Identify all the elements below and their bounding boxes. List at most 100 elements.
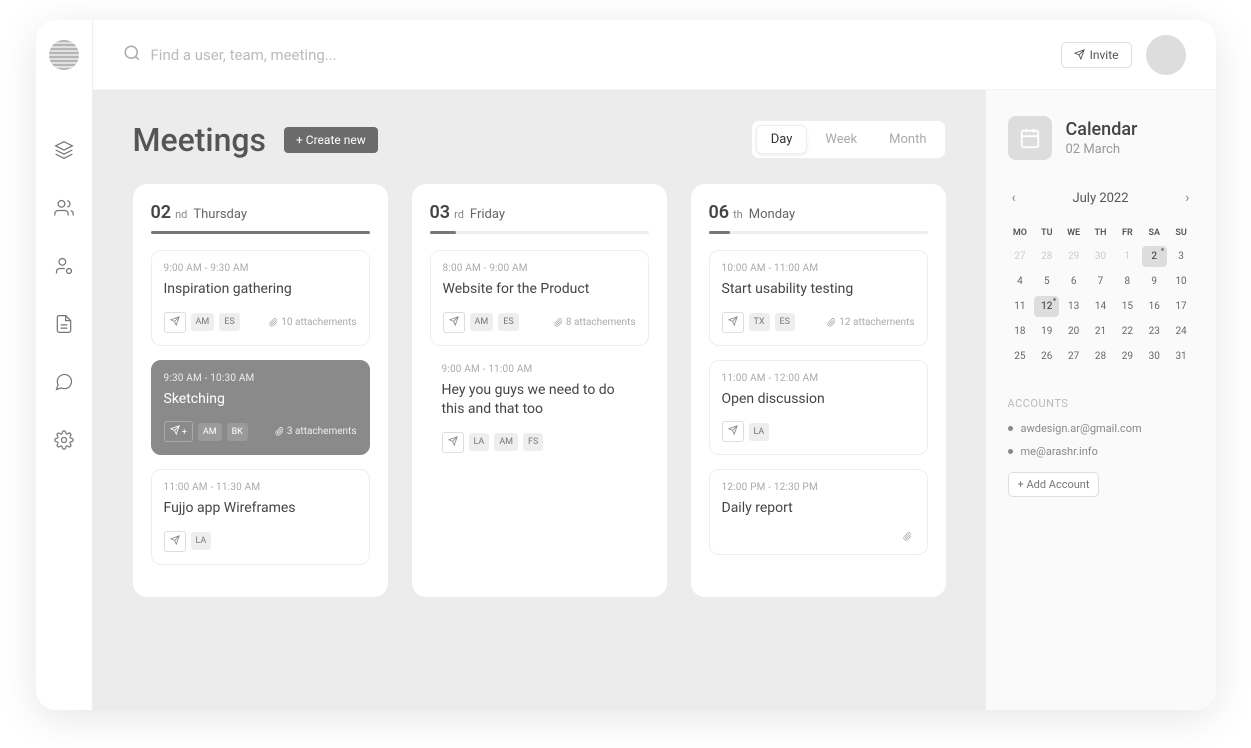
calendar-cell[interactable]: 3 (1169, 246, 1194, 267)
calendar-cell[interactable]: 1 (1115, 246, 1140, 267)
column-day-num: 03 (430, 202, 451, 223)
meeting-card[interactable]: 12:00 PM - 12:30 PM Daily report (709, 469, 928, 555)
send-icon[interactable] (722, 421, 744, 442)
right-panel: Calendar 02 March ‹ July 2022 › MOTUWETH… (986, 90, 1216, 710)
settings-icon[interactable] (54, 430, 74, 450)
calendar-cell[interactable]: 30 (1142, 346, 1167, 367)
prev-month-button[interactable]: ‹ (1008, 188, 1020, 208)
calendar-cell[interactable]: 8 (1115, 271, 1140, 292)
calendar-cell[interactable]: 24 (1169, 321, 1194, 342)
calendar-cell[interactable]: 10 (1169, 271, 1194, 292)
calendar-cell[interactable]: 27 (1061, 346, 1086, 367)
send-icon[interactable] (443, 312, 465, 333)
calendar-cell[interactable]: 18 (1008, 321, 1033, 342)
avatar[interactable] (1146, 35, 1186, 75)
calendar-cell[interactable]: 28 (1034, 246, 1059, 267)
meeting-card[interactable]: 9:00 AM - 11:00 AM Hey you guys we need … (430, 360, 649, 457)
meetings-header: Meetings + Create new Day Week Month (133, 120, 946, 159)
chat-icon[interactable] (54, 372, 74, 392)
column-ordinal: th (733, 208, 743, 221)
calendar-cell[interactable]: 25 (1008, 346, 1033, 367)
meeting-card[interactable]: 10:00 AM - 11:00 AM Start usability test… (709, 250, 928, 346)
calendar-cell[interactable]: 30 (1088, 246, 1113, 267)
account-item[interactable]: awdesign.ar@gmail.com (1008, 422, 1194, 435)
day-columns: 02nd Thursday 9:00 AM - 9:30 AM Inspirat… (133, 184, 946, 597)
users-icon[interactable] (54, 198, 74, 218)
calendar-cell[interactable]: 16 (1142, 296, 1167, 317)
view-day[interactable]: Day (756, 125, 808, 154)
calendar-cell[interactable]: 29 (1115, 346, 1140, 367)
meeting-card[interactable]: 11:00 AM - 12:00 AM Open discussion LA (709, 360, 928, 456)
document-icon[interactable] (54, 314, 74, 334)
meeting-title: Inspiration gathering (164, 280, 357, 300)
calendar-cell[interactable]: 20 (1061, 321, 1086, 342)
calendar-cell[interactable]: 21 (1088, 321, 1113, 342)
calendar-cell[interactable]: 5 (1034, 271, 1059, 292)
column-weekday: Monday (749, 207, 795, 222)
calendar-cell[interactable]: 28 (1088, 346, 1113, 367)
meeting-title: Open discussion (722, 390, 915, 410)
calendar-cell[interactable]: 13 (1061, 296, 1086, 317)
invite-label: Invite (1090, 48, 1119, 62)
participant-chip: ES (775, 313, 795, 331)
column-day-num: 02 (151, 202, 172, 223)
invite-button[interactable]: Invite (1061, 42, 1132, 68)
meeting-card[interactable]: 9:30 AM - 10:30 AM Sketching +AMBK 3 att… (151, 360, 370, 456)
calendar-cell[interactable]: 14 (1088, 296, 1113, 317)
meeting-card[interactable]: 9:00 AM - 9:30 AM Inspiration gathering … (151, 250, 370, 346)
meeting-title: Fujjo app Wireframes (164, 499, 357, 519)
calendar-cell[interactable]: 12 (1034, 296, 1059, 317)
calendar-cell[interactable]: 23 (1142, 321, 1167, 342)
calendar-cell[interactable]: 19 (1034, 321, 1059, 342)
calendar-cell[interactable]: 2 (1142, 246, 1167, 267)
calendar-icon (1008, 116, 1052, 160)
meeting-time: 9:00 AM - 9:30 AM (164, 263, 357, 274)
send-icon[interactable] (722, 312, 744, 333)
accounts-heading: ACCOUNTS (1008, 397, 1194, 410)
calendar-cell[interactable]: 17 (1169, 296, 1194, 317)
calendar-dow: SA (1142, 224, 1167, 242)
user-settings-icon[interactable] (54, 256, 74, 276)
search-input[interactable] (151, 46, 1047, 64)
day-column: 06th Monday 10:00 AM - 11:00 AM Start us… (691, 184, 946, 597)
column-ordinal: rd (454, 208, 464, 221)
layers-icon[interactable] (54, 140, 74, 160)
meeting-card[interactable]: 8:00 AM - 9:00 AM Website for the Produc… (430, 250, 649, 346)
next-month-button[interactable]: › (1181, 188, 1193, 208)
calendar-cell[interactable]: 26 (1034, 346, 1059, 367)
meeting-title: Hey you guys we need to do this and that… (442, 381, 637, 420)
logo (49, 40, 79, 70)
account-item[interactable]: me@arashr.info (1008, 445, 1194, 458)
calendar-cell[interactable]: 15 (1115, 296, 1140, 317)
calendar-cell[interactable]: 11 (1008, 296, 1033, 317)
calendar-cell[interactable]: 29 (1061, 246, 1086, 267)
view-week[interactable]: Week (811, 125, 871, 154)
calendar-cell[interactable]: 27 (1008, 246, 1033, 267)
send-icon[interactable] (164, 312, 186, 333)
send-icon[interactable]: + (164, 421, 193, 442)
attachments-label: 12 attachements (827, 317, 914, 328)
day-column: 02nd Thursday 9:00 AM - 9:30 AM Inspirat… (133, 184, 388, 597)
content: Meetings + Create new Day Week Month 02n… (93, 90, 1216, 710)
calendar-cell[interactable]: 31 (1169, 346, 1194, 367)
meeting-title: Start usability testing (722, 280, 915, 300)
view-month[interactable]: Month (875, 125, 940, 154)
participant-chip: BK (227, 423, 248, 441)
calendar-cell[interactable]: 9 (1142, 271, 1167, 292)
create-new-button[interactable]: + Create new (284, 127, 378, 153)
participant-chip: ES (498, 313, 518, 331)
send-icon[interactable] (442, 432, 464, 453)
calendar-grid: MOTUWETHFRSASU27282930123456789101112131… (1008, 224, 1194, 367)
month-label: July 2022 (1072, 191, 1128, 206)
column-ordinal: nd (175, 208, 187, 221)
meeting-time: 11:00 AM - 12:00 AM (722, 373, 915, 384)
calendar-cell[interactable]: 22 (1115, 321, 1140, 342)
calendar-cell[interactable]: 7 (1088, 271, 1113, 292)
add-account-button[interactable]: + Add Account (1008, 472, 1100, 497)
calendar-cell[interactable]: 6 (1061, 271, 1086, 292)
accounts-list: awdesign.ar@gmail.com me@arashr.info (1008, 422, 1194, 458)
attachments-label: 10 attachements (269, 317, 356, 328)
send-icon[interactable] (164, 531, 186, 552)
meeting-card[interactable]: 11:00 AM - 11:30 AM Fujjo app Wireframes… (151, 469, 370, 565)
calendar-cell[interactable]: 4 (1008, 271, 1033, 292)
